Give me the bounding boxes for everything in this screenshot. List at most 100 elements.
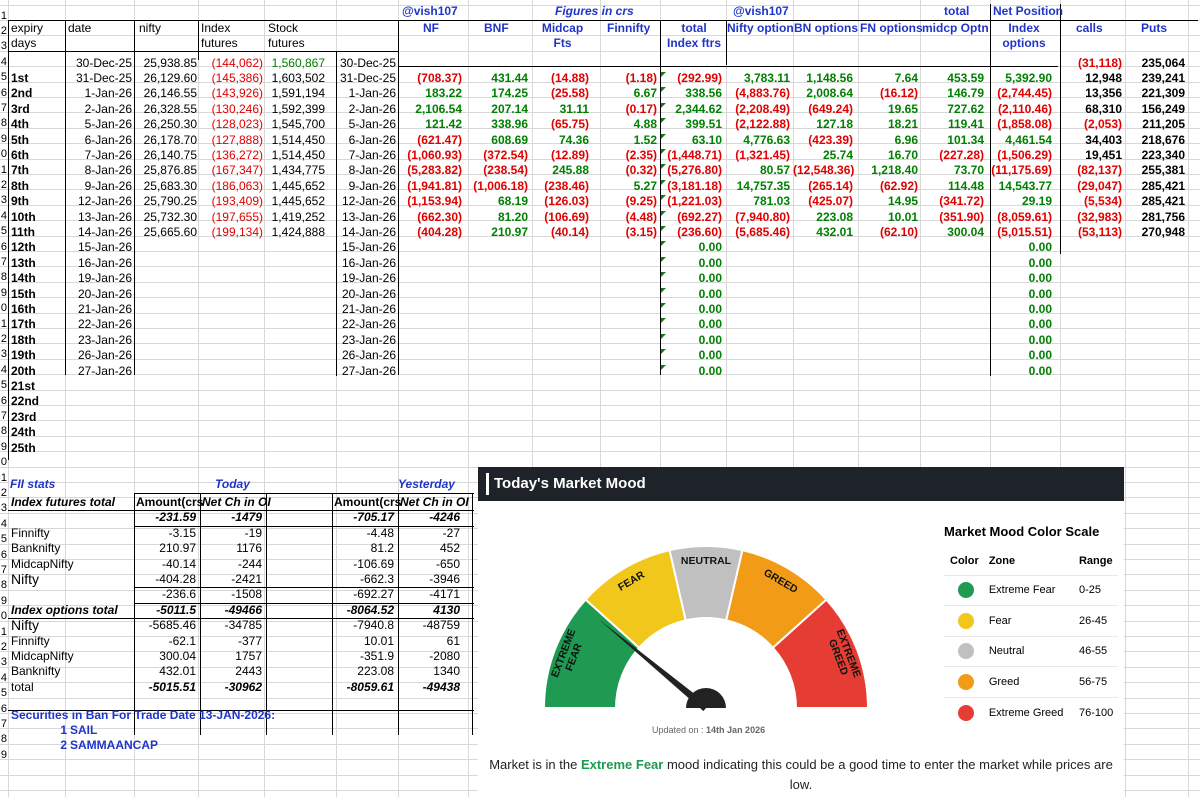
fii-yesterday-oi: -48759 (422, 618, 460, 633)
nifty-cell: 25,665.60 (143, 225, 197, 239)
grid-line (200, 493, 201, 735)
zone-name: Extreme Fear (982, 574, 1073, 606)
nifty-cell: 25,683.30 (143, 179, 197, 193)
bn_opt-cell: 127.18 (816, 117, 853, 131)
finnifty-cell: 4.88 (633, 117, 657, 131)
fn_opt-cell: 14.95 (887, 194, 918, 208)
fii-yesterday-amount: -662.3 (359, 572, 394, 586)
row-number: 1 (0, 472, 7, 484)
calls-cell: 34,403 (1085, 133, 1122, 147)
row-number: 0 (0, 456, 7, 468)
ban-index: 1 (60, 723, 67, 737)
col-futures-2: futures (268, 36, 305, 50)
zone-color (944, 635, 983, 667)
row-number: 4 (0, 56, 7, 68)
expiry-cell: 23rd (11, 410, 37, 424)
zone-range: 46-55 (1072, 635, 1118, 667)
date-cell: 19-Jan-26 (77, 271, 132, 285)
msg-part-2: mood indicating this could be a good tim… (663, 757, 1113, 792)
cell-flag (661, 303, 666, 308)
finnifty-cell: (9.25) (625, 194, 657, 208)
date2-cell: 2-Jan-26 (348, 102, 396, 116)
col-date: date (68, 21, 92, 35)
midcap-cell: (65.75) (550, 117, 589, 131)
fii-yesterday-amount: -4.48 (366, 525, 394, 540)
puts-cell: 235,064 (1141, 56, 1185, 70)
midcp_opt-cell: (341.72) (939, 194, 984, 208)
date2-cell: 26-Jan-26 (341, 348, 396, 362)
midcp_opt-cell: 101.34 (947, 133, 984, 147)
row-number: 8 (0, 733, 7, 745)
total_idx-cell: (5,276.80) (667, 163, 722, 177)
date-cell: 5-Jan-26 (84, 117, 132, 131)
scale-row: Greed 56-75 (944, 666, 1118, 697)
fii-yesterday-oi: -650 (435, 556, 460, 571)
idx_fut-cell: (197,655) (211, 210, 263, 224)
bnf-cell: 68.19 (497, 194, 528, 208)
finnifty-cell: 1.52 (633, 133, 657, 147)
cell-flag (661, 211, 666, 216)
net_pos-cell: 5,392.90 (1005, 71, 1052, 85)
col-calls: calls (1076, 21, 1103, 35)
calls-cell: (31,118) (1077, 56, 1122, 70)
fii-yesterday-amount: -705.17 (353, 510, 394, 525)
fii-row-label: Banknifty (11, 664, 61, 679)
date2-cell: 9-Jan-26 (348, 179, 396, 193)
col-midcp-optns: midcp Optns (922, 21, 988, 35)
total_idx-cell: 0.00 (698, 256, 722, 270)
cell-flag (661, 257, 666, 262)
fii-yesterday-amount: 81.2 (370, 541, 394, 556)
fii-today-oi: -34785 (224, 618, 262, 633)
fn_opt-cell: (62.92) (879, 179, 918, 193)
bnf-cell: 81.20 (497, 210, 528, 224)
zone-color (944, 574, 983, 606)
row-number: 7 (0, 102, 7, 114)
grid-line (858, 0, 859, 797)
finnifty-cell: (3.15) (625, 225, 657, 239)
date2-cell: 27-Jan-26 (341, 364, 396, 378)
row-number: 2 (0, 25, 7, 37)
puts-cell: 221,309 (1141, 86, 1185, 100)
header-accent-bar (486, 473, 489, 495)
row-number: 8 (0, 117, 7, 129)
nifty_opt-cell: 4,776.63 (743, 133, 790, 147)
msg-highlight: Extreme Fear (580, 757, 664, 772)
date-cell: 8-Jan-26 (84, 163, 132, 177)
grid-line (65, 20, 66, 375)
msg-part-1: Market is in the (489, 757, 581, 772)
fii-yesterday-oi: 4130 (433, 602, 460, 617)
expiry-cell: 4th (11, 117, 29, 131)
net_pos-cell: 0.00 (1028, 271, 1052, 285)
nifty_opt-cell: 3,783.11 (743, 71, 790, 85)
total_idx-cell: (1,221.03) (667, 194, 722, 208)
cell-flag (661, 226, 666, 231)
fii-today-amount: -231.59 (155, 510, 196, 525)
row-number: 6 (0, 241, 7, 253)
cell-flag (661, 288, 666, 293)
midcap-cell: (25.58) (550, 86, 589, 100)
fn_opt-cell: (16.12) (879, 86, 918, 100)
net_pos-cell: 0.00 (1028, 317, 1052, 331)
date2-cell: 15-Jan-26 (341, 240, 396, 254)
net_pos-cell: 14,543.77 (998, 179, 1052, 193)
idx_fut-cell: (145,386) (211, 71, 263, 85)
date-cell: 31-Dec-25 (75, 71, 132, 85)
cell-flag (661, 180, 666, 185)
nifty_opt-cell: (4,883.76) (735, 86, 790, 100)
cell-flag (661, 72, 666, 77)
date2-cell: 13-Jan-26 (341, 210, 396, 224)
grid-line (793, 0, 794, 797)
fii-yesterday-oi: -27 (442, 525, 460, 540)
row-number: 2 (0, 487, 7, 499)
date2-cell: 23-Jan-26 (341, 333, 396, 347)
row-number: 9 (0, 749, 7, 761)
grid-line (660, 0, 661, 797)
calls-cell: (2,053) (1083, 117, 1122, 131)
nifty-cell: 25,790.25 (143, 194, 197, 208)
row-number: 3 (0, 194, 7, 206)
idx_fut-cell: (144,062) (211, 56, 263, 70)
fii-today-oi: -1479 (231, 510, 262, 525)
grid-line (1060, 4, 1061, 254)
col-nifty: nifty (139, 21, 162, 35)
stock_fut-cell: 1,592,399 (271, 102, 325, 116)
